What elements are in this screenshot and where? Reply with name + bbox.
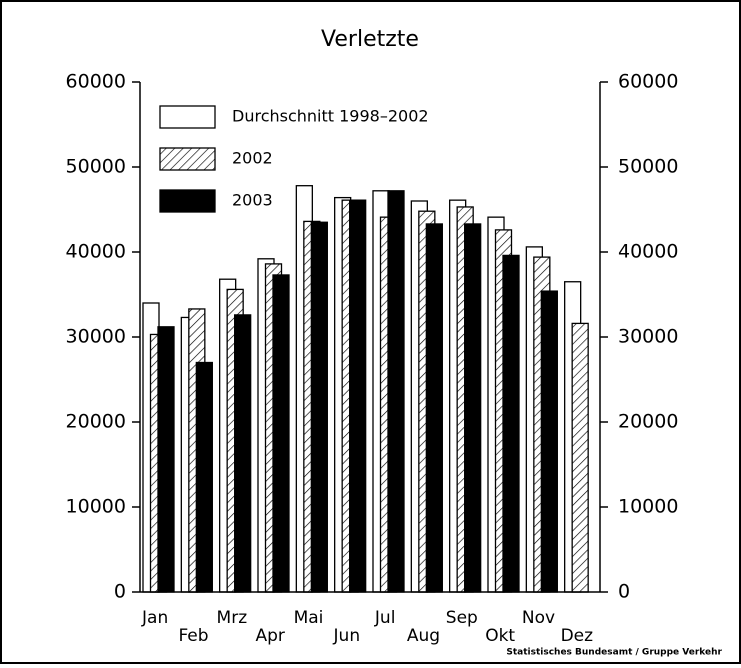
x-tick-label: Mai bbox=[294, 608, 324, 628]
x-tick-label: Mrz bbox=[217, 608, 248, 628]
legend-label: 2003 bbox=[232, 191, 273, 210]
y-tick-label: 60000 bbox=[66, 71, 126, 93]
x-tick-label: Nov bbox=[522, 608, 555, 628]
chart-title: Verletzte bbox=[321, 27, 419, 52]
x-tick-label: Apr bbox=[255, 626, 284, 646]
legend-swatch bbox=[159, 189, 216, 213]
y2-tick-label: 50000 bbox=[618, 156, 678, 178]
source-note: Statistisches Bundesamt / Gruppe Verkehr bbox=[506, 648, 722, 658]
legend-label: 2002 bbox=[232, 149, 273, 168]
y2-tick-label: 10000 bbox=[618, 496, 678, 518]
x-tick-label: Okt bbox=[485, 626, 515, 646]
bar bbox=[502, 254, 520, 593]
bar bbox=[464, 223, 482, 593]
legend-swatch bbox=[159, 105, 216, 129]
x-tick-label: Dez bbox=[561, 626, 594, 646]
y2-tick-label: 20000 bbox=[618, 411, 678, 433]
bar bbox=[234, 314, 252, 593]
x-tick-label: Jul bbox=[374, 608, 396, 628]
bar bbox=[571, 322, 589, 593]
y2-tick-label: 40000 bbox=[618, 241, 678, 263]
y-tick-label: 0 bbox=[114, 581, 126, 603]
y-tick-label: 10000 bbox=[66, 496, 126, 518]
bar bbox=[540, 290, 558, 593]
bar bbox=[157, 326, 175, 593]
legend-swatch bbox=[159, 147, 216, 171]
bar bbox=[310, 221, 328, 593]
x-tick-label: Jan bbox=[141, 608, 168, 628]
legend-label: Durchschnitt 1998–2002 bbox=[232, 107, 429, 126]
y-tick-label: 40000 bbox=[66, 241, 126, 263]
x-tick-label: Sep bbox=[446, 608, 478, 628]
y2-tick-label: 0 bbox=[618, 581, 630, 603]
x-tick-label: Feb bbox=[178, 626, 208, 646]
bar bbox=[425, 223, 443, 593]
y-tick-label: 30000 bbox=[66, 326, 126, 348]
x-tick-label: Jun bbox=[333, 626, 361, 646]
y2-tick-label: 30000 bbox=[618, 326, 678, 348]
bar bbox=[195, 361, 213, 593]
bar bbox=[387, 190, 405, 593]
x-tick-label: Aug bbox=[407, 626, 440, 646]
y-tick-label: 50000 bbox=[66, 156, 126, 178]
bar bbox=[349, 199, 367, 593]
bar bbox=[272, 274, 290, 593]
y2-tick-label: 60000 bbox=[618, 71, 678, 93]
y-tick-label: 20000 bbox=[66, 411, 126, 433]
